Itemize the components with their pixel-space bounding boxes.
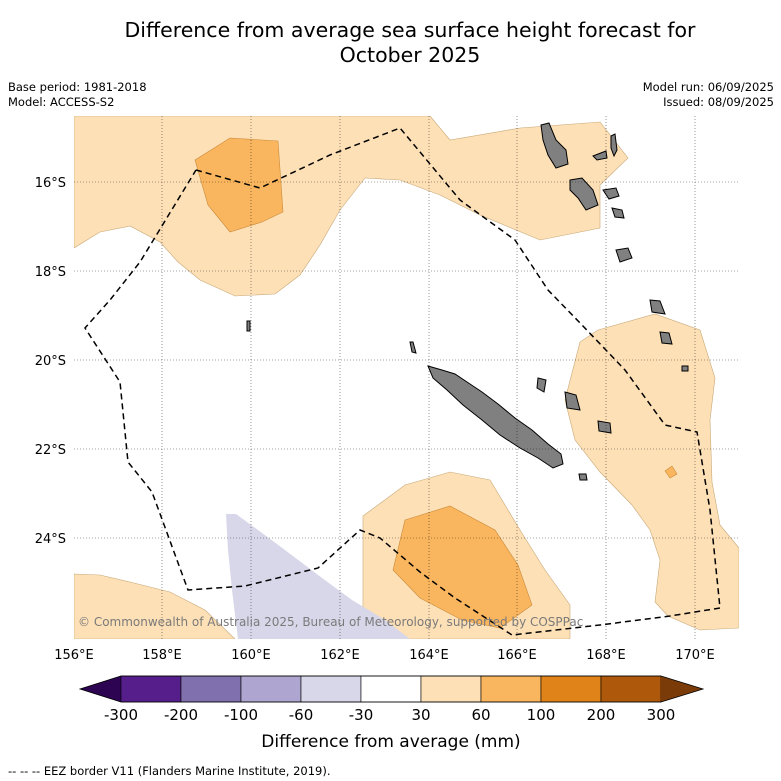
meta-left: Base period: 1981-2018 Model: ACCESS-S2	[8, 80, 147, 110]
land-vanuatu-c	[569, 177, 599, 211]
lat-labels: 16°S 18°S 20°S 22°S 24°S	[35, 176, 66, 547]
model-run: Model run: 06/09/2025	[642, 80, 774, 94]
lon-labels: 156°E 158°E 160°E 162°E 164°E 166°E 168°…	[54, 648, 715, 663]
lat-label: 16°S	[35, 176, 66, 191]
land-east-c	[681, 365, 689, 372]
colorbar-segment	[420, 675, 482, 703]
colorbar-tick-label: 30	[411, 706, 430, 724]
copyright-notice: © Commonwealth of Australia 2025, Bureau…	[78, 615, 583, 629]
colorbar-segment	[180, 675, 242, 703]
base-period: Base period: 1981-2018	[8, 80, 147, 94]
issued-date: Issued: 08/09/2025	[663, 95, 774, 109]
colorbar-tick-label: 200	[587, 706, 616, 724]
lon-label: 170°E	[675, 648, 715, 663]
land-vanuatu-e	[611, 207, 625, 219]
colorbar-under-arrow	[80, 676, 121, 702]
colorbar-segments	[120, 675, 662, 703]
lon-label: 156°E	[54, 648, 94, 663]
colorbar-segment	[240, 675, 302, 703]
colorbar-tick-label: 100	[527, 706, 556, 724]
eez-border	[84, 127, 721, 636]
lon-label: 166°E	[497, 648, 537, 663]
eez-legend-note: -- -- -- EEZ border V11 (Flanders Marine…	[8, 764, 331, 778]
colorbar-tick-label: -30	[349, 706, 374, 724]
colorbar-tick-label: -200	[164, 706, 198, 724]
model-name: Model: ACCESS-S2	[8, 95, 115, 109]
colorbar-segment	[600, 675, 662, 703]
lat-label: 20°S	[35, 354, 66, 369]
lon-label: 162°E	[320, 648, 360, 663]
lon-label: 160°E	[231, 648, 271, 663]
lon-label: 158°E	[142, 648, 182, 663]
land-isle-of-pines	[578, 473, 588, 481]
lon-label: 168°E	[586, 648, 626, 663]
colorbar-segment	[300, 675, 362, 703]
anomaly-core-north	[194, 137, 284, 233]
colorbar-tick-label: -100	[224, 706, 258, 724]
land-new-caledonia	[427, 365, 564, 469]
land-chesterfield	[246, 320, 251, 332]
graticule	[74, 116, 739, 639]
colorbar-tick-label: -300	[104, 706, 138, 724]
meta-right: Model run: 06/09/2025 Issued: 08/09/2025	[643, 80, 774, 110]
anomaly-region-southwest	[74, 573, 236, 639]
land-vanuatu-north	[540, 122, 569, 169]
colorbar: -300 -200 -100 -60 -30 30 60 100 200 300 Differen…	[78, 675, 705, 752]
land-vanuatu-f	[615, 247, 633, 263]
land-vanuatu-b	[610, 133, 618, 158]
lon-label: 164°E	[409, 648, 449, 663]
land-east-b	[659, 331, 673, 345]
colorbar-segment	[480, 675, 542, 703]
map-title: Difference from average sea surface heig…	[40, 18, 780, 68]
colorbar-tick-label: 300	[647, 706, 676, 724]
anomaly-core-east	[664, 465, 678, 479]
colorbar-segment	[120, 675, 182, 703]
land-vanuatu-d	[602, 187, 620, 200]
anomaly-region-east	[564, 313, 739, 631]
lat-label: 22°S	[35, 443, 66, 458]
anomaly-negative-band	[226, 514, 410, 639]
colorbar-segment	[360, 675, 422, 703]
land-masses	[246, 122, 689, 481]
title-line-2: October 2025	[339, 43, 481, 67]
anomaly-core-south	[392, 505, 533, 629]
land-belep	[409, 341, 417, 354]
land-loyalty-ouvea	[536, 377, 547, 393]
lat-label: 18°S	[35, 265, 66, 280]
colorbar-tick-label: 60	[471, 706, 490, 724]
land-loyalty-mare	[597, 420, 612, 434]
land-loyalty-lifou	[564, 391, 581, 411]
colorbar-ticks: -300 -200 -100 -60 -30 30 60 100 200 300	[104, 706, 675, 724]
land-east-a	[649, 299, 666, 315]
colorbar-segment	[540, 675, 602, 703]
land-vanuatu-a	[592, 150, 608, 161]
map-area: © Commonwealth of Australia 2025, Bureau…	[74, 116, 739, 639]
colorbar-over-arrow	[661, 676, 703, 702]
title-line-1: Difference from average sea surface heig…	[124, 18, 696, 42]
lat-label: 24°S	[35, 532, 66, 547]
colorbar-tick-label: -60	[289, 706, 314, 724]
colorbar-label: Difference from average (mm)	[261, 732, 520, 752]
